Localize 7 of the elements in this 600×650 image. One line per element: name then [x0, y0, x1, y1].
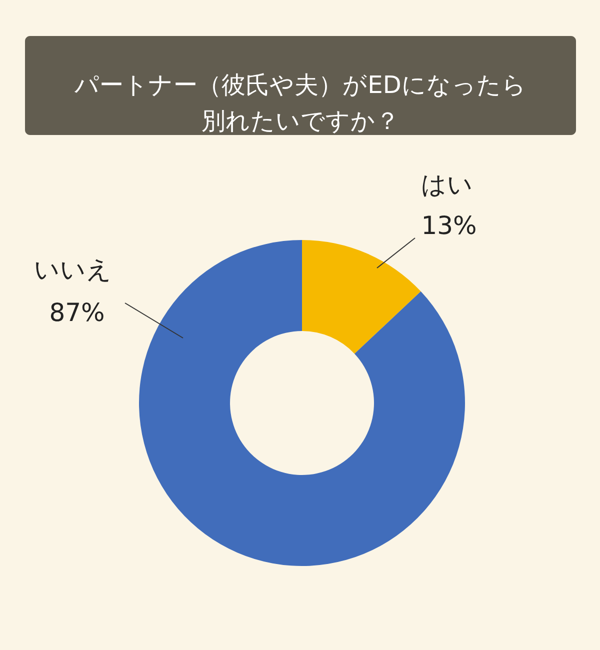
slice-label: はい — [421, 170, 473, 199]
data-label: 87% — [49, 298, 105, 327]
donut-slice — [139, 240, 465, 566]
slice-label: いいえ — [34, 255, 112, 284]
chart-title: パートナー（彼氏や夫）がEDになったら別れたいですか？ — [74, 71, 526, 135]
data-label: 13% — [421, 211, 477, 240]
donut-slice — [302, 240, 421, 354]
